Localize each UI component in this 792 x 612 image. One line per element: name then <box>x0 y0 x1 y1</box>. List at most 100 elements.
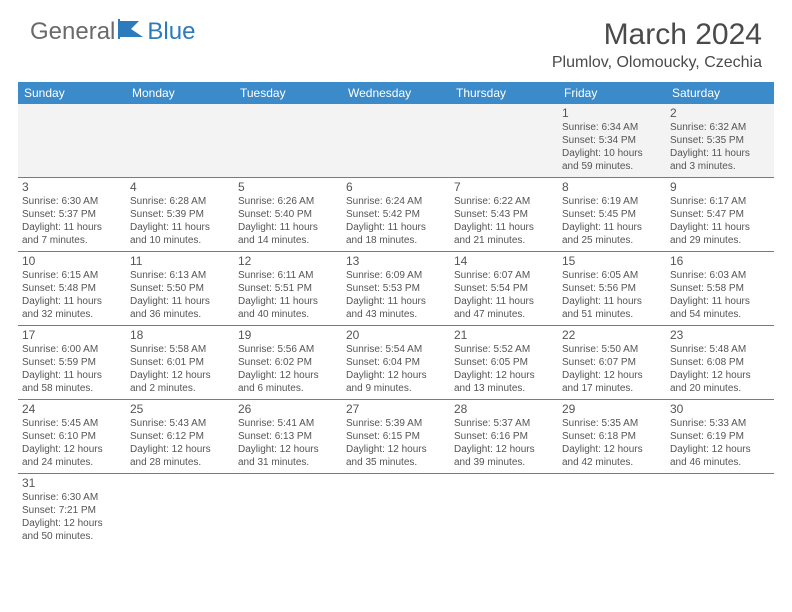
day-info: Sunrise: 5:50 AMSunset: 6:07 PMDaylight:… <box>562 343 662 395</box>
day-info-line: and 50 minutes. <box>22 530 122 543</box>
day-info-line: Sunrise: 6:28 AM <box>130 195 230 208</box>
day-info-line: Daylight: 11 hours <box>346 295 446 308</box>
day-info-line: Sunset: 5:43 PM <box>454 208 554 221</box>
day-info-line: and 58 minutes. <box>22 382 122 395</box>
day-header: Wednesday <box>342 82 450 104</box>
calendar-cell: 23Sunrise: 5:48 AMSunset: 6:08 PMDayligh… <box>666 326 774 400</box>
day-info-line: Sunset: 5:39 PM <box>130 208 230 221</box>
calendar-cell: 18Sunrise: 5:58 AMSunset: 6:01 PMDayligh… <box>126 326 234 400</box>
day-info-line: Daylight: 12 hours <box>454 369 554 382</box>
day-number: 2 <box>670 106 770 120</box>
calendar-cell <box>126 104 234 178</box>
day-info-line: Sunrise: 6:22 AM <box>454 195 554 208</box>
day-info-line: and 7 minutes. <box>22 234 122 247</box>
day-number: 7 <box>454 180 554 194</box>
day-info-line: Sunset: 5:50 PM <box>130 282 230 295</box>
day-number: 3 <box>22 180 122 194</box>
day-info-line: and 17 minutes. <box>562 382 662 395</box>
day-info-line: and 36 minutes. <box>130 308 230 321</box>
day-info-line: Daylight: 12 hours <box>562 369 662 382</box>
day-info: Sunrise: 6:03 AMSunset: 5:58 PMDaylight:… <box>670 269 770 321</box>
day-number: 9 <box>670 180 770 194</box>
day-info-line: and 25 minutes. <box>562 234 662 247</box>
calendar-week-row: 1Sunrise: 6:34 AMSunset: 5:34 PMDaylight… <box>18 104 774 178</box>
calendar-cell: 11Sunrise: 6:13 AMSunset: 5:50 PMDayligh… <box>126 252 234 326</box>
day-info-line: and 51 minutes. <box>562 308 662 321</box>
day-info-line: Sunset: 6:19 PM <box>670 430 770 443</box>
calendar-cell: 28Sunrise: 5:37 AMSunset: 6:16 PMDayligh… <box>450 400 558 474</box>
day-info-line: Daylight: 12 hours <box>22 517 122 530</box>
calendar-cell: 6Sunrise: 6:24 AMSunset: 5:42 PMDaylight… <box>342 178 450 252</box>
day-info-line: Sunrise: 5:33 AM <box>670 417 770 430</box>
calendar-cell: 24Sunrise: 5:45 AMSunset: 6:10 PMDayligh… <box>18 400 126 474</box>
day-info-line: Sunset: 6:01 PM <box>130 356 230 369</box>
calendar-cell: 10Sunrise: 6:15 AMSunset: 5:48 PMDayligh… <box>18 252 126 326</box>
day-info: Sunrise: 6:34 AMSunset: 5:34 PMDaylight:… <box>562 121 662 173</box>
day-header: Monday <box>126 82 234 104</box>
day-info: Sunrise: 5:43 AMSunset: 6:12 PMDaylight:… <box>130 417 230 469</box>
calendar-cell: 9Sunrise: 6:17 AMSunset: 5:47 PMDaylight… <box>666 178 774 252</box>
day-number: 16 <box>670 254 770 268</box>
calendar-cell: 17Sunrise: 6:00 AMSunset: 5:59 PMDayligh… <box>18 326 126 400</box>
calendar-cell: 27Sunrise: 5:39 AMSunset: 6:15 PMDayligh… <box>342 400 450 474</box>
day-info-line: Daylight: 12 hours <box>130 369 230 382</box>
day-info: Sunrise: 6:32 AMSunset: 5:35 PMDaylight:… <box>670 121 770 173</box>
calendar-week-row: 24Sunrise: 5:45 AMSunset: 6:10 PMDayligh… <box>18 400 774 474</box>
day-number: 17 <box>22 328 122 342</box>
day-info-line: Sunrise: 5:45 AM <box>22 417 122 430</box>
day-info-line: Daylight: 10 hours <box>562 147 662 160</box>
day-info-line: Sunset: 5:47 PM <box>670 208 770 221</box>
day-number: 27 <box>346 402 446 416</box>
day-info-line: and 47 minutes. <box>454 308 554 321</box>
calendar-cell <box>234 104 342 178</box>
day-info-line: Daylight: 12 hours <box>22 443 122 456</box>
calendar-cell: 3Sunrise: 6:30 AMSunset: 5:37 PMDaylight… <box>18 178 126 252</box>
calendar-cell: 7Sunrise: 6:22 AMSunset: 5:43 PMDaylight… <box>450 178 558 252</box>
day-info-line: Sunrise: 6:30 AM <box>22 195 122 208</box>
day-info-line: Sunrise: 5:56 AM <box>238 343 338 356</box>
calendar-cell: 8Sunrise: 6:19 AMSunset: 5:45 PMDaylight… <box>558 178 666 252</box>
calendar-week-row: 3Sunrise: 6:30 AMSunset: 5:37 PMDaylight… <box>18 178 774 252</box>
day-info-line: Daylight: 12 hours <box>346 369 446 382</box>
day-info-line: Sunrise: 6:30 AM <box>22 491 122 504</box>
day-info: Sunrise: 5:39 AMSunset: 6:15 PMDaylight:… <box>346 417 446 469</box>
day-number: 6 <box>346 180 446 194</box>
day-info: Sunrise: 6:24 AMSunset: 5:42 PMDaylight:… <box>346 195 446 247</box>
calendar-cell: 29Sunrise: 5:35 AMSunset: 6:18 PMDayligh… <box>558 400 666 474</box>
day-info: Sunrise: 6:07 AMSunset: 5:54 PMDaylight:… <box>454 269 554 321</box>
day-info-line: Daylight: 12 hours <box>238 443 338 456</box>
calendar-cell <box>450 474 558 548</box>
day-info-line: and 20 minutes. <box>670 382 770 395</box>
day-info: Sunrise: 6:19 AMSunset: 5:45 PMDaylight:… <box>562 195 662 247</box>
day-number: 24 <box>22 402 122 416</box>
day-info-line: and 18 minutes. <box>346 234 446 247</box>
day-number: 20 <box>346 328 446 342</box>
day-number: 5 <box>238 180 338 194</box>
calendar-week-row: 31Sunrise: 6:30 AMSunset: 7:21 PMDayligh… <box>18 474 774 548</box>
day-header: Tuesday <box>234 82 342 104</box>
day-number: 29 <box>562 402 662 416</box>
day-number: 11 <box>130 254 230 268</box>
day-info-line: Sunset: 6:07 PM <box>562 356 662 369</box>
day-number: 8 <box>562 180 662 194</box>
calendar-cell <box>558 474 666 548</box>
day-info-line: Sunrise: 5:58 AM <box>130 343 230 356</box>
day-info-line: Daylight: 11 hours <box>346 221 446 234</box>
day-info-line: Sunset: 5:40 PM <box>238 208 338 221</box>
calendar-cell <box>342 104 450 178</box>
day-info: Sunrise: 6:13 AMSunset: 5:50 PMDaylight:… <box>130 269 230 321</box>
day-info-line: Daylight: 11 hours <box>130 221 230 234</box>
day-info-line: Daylight: 12 hours <box>670 369 770 382</box>
day-info-line: and 28 minutes. <box>130 456 230 469</box>
calendar-week-row: 17Sunrise: 6:00 AMSunset: 5:59 PMDayligh… <box>18 326 774 400</box>
day-info: Sunrise: 6:09 AMSunset: 5:53 PMDaylight:… <box>346 269 446 321</box>
day-info: Sunrise: 5:54 AMSunset: 6:04 PMDaylight:… <box>346 343 446 395</box>
day-info-line: Daylight: 12 hours <box>238 369 338 382</box>
day-info-line: Daylight: 11 hours <box>130 295 230 308</box>
day-info-line: Sunrise: 6:11 AM <box>238 269 338 282</box>
day-info-line: Sunrise: 6:00 AM <box>22 343 122 356</box>
day-info: Sunrise: 6:26 AMSunset: 5:40 PMDaylight:… <box>238 195 338 247</box>
day-info-line: and 2 minutes. <box>130 382 230 395</box>
day-info-line: Sunrise: 6:05 AM <box>562 269 662 282</box>
day-number: 19 <box>238 328 338 342</box>
